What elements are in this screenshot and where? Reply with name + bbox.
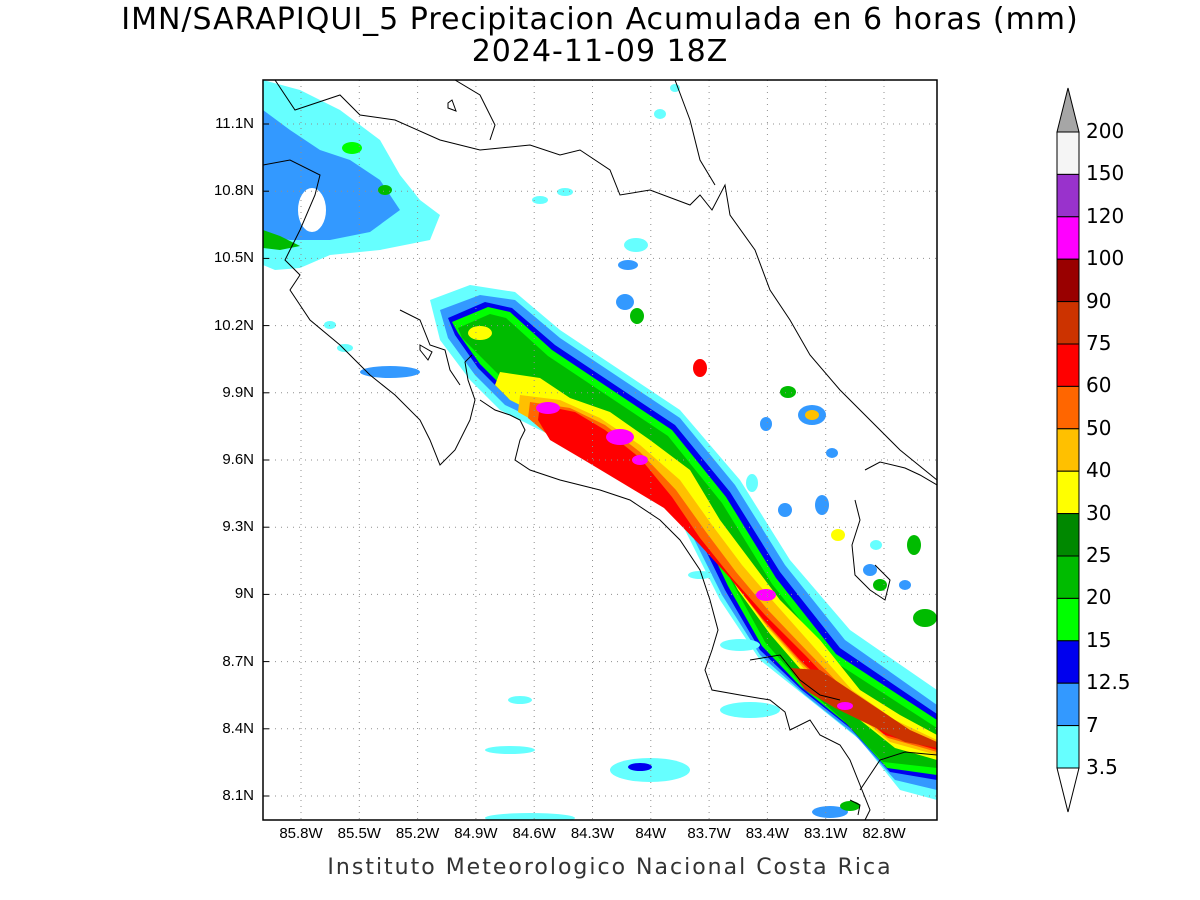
colorbar-swatch <box>1056 258 1080 303</box>
lon-tick-label: 84.3W <box>570 825 615 842</box>
lat-tick-label: 8.1N <box>222 787 254 804</box>
precipitation-field <box>263 80 937 820</box>
map-frame <box>262 79 938 821</box>
lon-tick-label: 82.8W <box>862 825 906 842</box>
precip-nw-inner <box>263 110 400 240</box>
precip-nw-hole <box>298 188 326 232</box>
precip-max-3 <box>632 455 648 465</box>
colorbar-swatch <box>1056 555 1080 599</box>
colorbar-swatch <box>1056 301 1080 345</box>
lat-tick-label: 10.8N <box>213 182 254 200</box>
map-subtitle: 2024-11-09 18Z <box>471 34 729 69</box>
colorbar-label: 30 <box>1086 500 1112 525</box>
gridlines <box>263 80 937 820</box>
lon-tick-label: 83.4W <box>745 825 790 842</box>
footer-credit: Instituto Meteorologico Nacional Costa R… <box>327 855 893 880</box>
colorbar-label: 7 <box>1086 712 1099 737</box>
lat-tick-label: 9.9N <box>222 383 254 401</box>
colorbar-swatch <box>1056 513 1080 557</box>
colorbar-label: 20 <box>1086 585 1112 610</box>
coastlines <box>263 80 937 820</box>
precip-band-50 <box>528 402 937 752</box>
lon-tick-label: 85.8W <box>279 825 323 842</box>
colorbar-label: 50 <box>1086 415 1112 440</box>
colorbar-label: 3.5 <box>1086 755 1118 779</box>
precip-band-60 <box>538 405 937 750</box>
lat-tick-label: 9N <box>234 585 254 603</box>
lat-tick-label: 11.1N <box>215 115 254 132</box>
lat-tick-label: 9.3N <box>222 518 254 536</box>
colorbar-swatch <box>1056 640 1080 684</box>
colorbar-swatch <box>1056 173 1080 218</box>
lat-tick-label: 9.6N <box>222 451 254 468</box>
lat-tick-label: 8.7N <box>222 652 254 670</box>
colorbar-label: 25 <box>1086 543 1112 567</box>
precip-nw-green-2 <box>342 142 362 154</box>
colorbar-label: 15 <box>1086 627 1112 652</box>
precip-max-6 <box>693 359 707 377</box>
colorbar-label: 90 <box>1086 288 1112 313</box>
lon-tick-label: 84.9W <box>454 825 498 842</box>
lon-tick-label: 83.7W <box>687 825 731 842</box>
lat-tick-label: 8.4N <box>222 719 254 737</box>
precip-nw-green <box>263 230 300 250</box>
colorbar-label: 12.5 <box>1086 670 1131 695</box>
lon-tick-label: 84W <box>635 825 667 842</box>
colorbar-swatch <box>1056 385 1080 430</box>
colorbar-swatch <box>1056 428 1080 472</box>
precip-max-7 <box>468 326 492 340</box>
colorbar-swatch <box>1056 597 1080 642</box>
precip-nw-green-3 <box>378 185 392 195</box>
colorbar <box>1056 87 1080 813</box>
map-title: IMN/SARAPIQUI_5 Precipitacion Acumulada … <box>121 2 1079 37</box>
colorbar-label: 120 <box>1086 203 1125 228</box>
colorbar-label: 75 <box>1086 331 1112 355</box>
precip-max-5 <box>837 702 853 710</box>
colorbar-label: 60 <box>1086 373 1112 398</box>
lon-tick-label: 84.6W <box>512 825 556 842</box>
colorbar-label: 200 <box>1086 119 1125 143</box>
colorbar-swatch <box>1056 216 1080 260</box>
colorbar-bottom-arrow <box>1056 767 1080 813</box>
precip-max-1 <box>536 402 560 414</box>
lon-tick-label: 83.1W <box>804 825 848 842</box>
colorbar-swatch <box>1056 470 1080 515</box>
colorbar-label: 100 <box>1086 246 1125 271</box>
colorbar-swatch <box>1056 682 1080 727</box>
colorbar-top-arrow <box>1056 87 1080 133</box>
lat-tick-label: 10.2N <box>213 316 254 334</box>
precip-max-2 <box>606 429 634 445</box>
lat-tick-label: 10.5N <box>213 249 254 267</box>
colorbar-label: 40 <box>1086 458 1112 483</box>
precip-max-4 <box>756 589 776 601</box>
precip-band-75 <box>790 668 937 748</box>
lon-tick-label: 85.2W <box>395 825 440 842</box>
colorbar-label: 150 <box>1086 161 1125 186</box>
lon-tick-label: 85.5W <box>337 825 381 842</box>
colorbar-swatch <box>1056 343 1080 387</box>
colorbar-swatch <box>1056 725 1080 769</box>
colorbar-swatch <box>1056 131 1080 175</box>
